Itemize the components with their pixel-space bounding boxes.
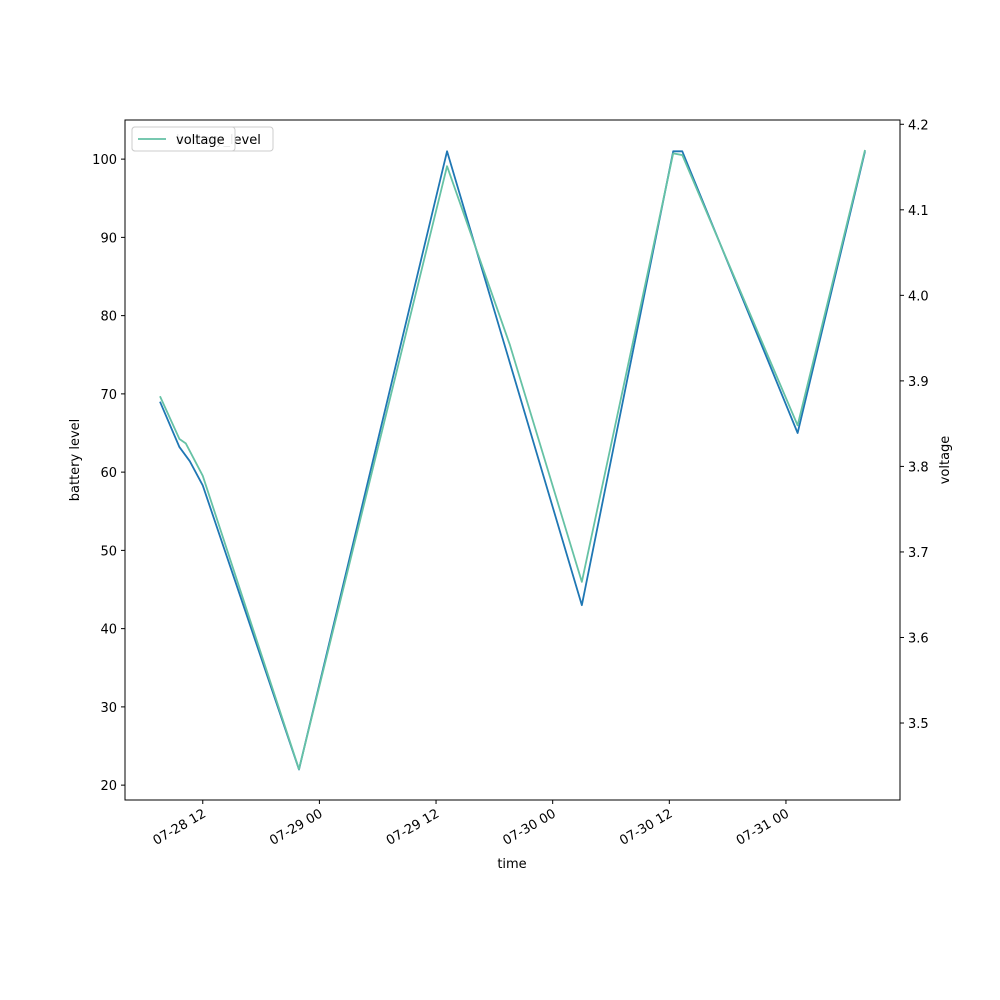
y-tick-label: 70 — [100, 388, 117, 403]
legend-box — [131, 126, 236, 152]
y2-tick-label: 3.6 — [908, 631, 929, 646]
y2-tick-label: 4.0 — [908, 289, 929, 304]
plot-frame — [124, 119, 901, 801]
y-axis-label: battery level — [68, 419, 83, 502]
y2-tick-label: 3.5 — [908, 717, 929, 732]
series-line — [159, 149, 866, 771]
y2-tick-label: 4.2 — [908, 118, 929, 133]
x-axis-label: time — [497, 857, 526, 872]
y-tick-label: 20 — [100, 779, 117, 794]
y2-tick-label: 3.9 — [908, 375, 929, 390]
y-tick-label: 90 — [100, 231, 117, 246]
y-tick-label: 30 — [100, 701, 117, 716]
y-tick-label: 50 — [100, 544, 117, 559]
y2-tick-label: 3.7 — [908, 546, 929, 561]
y2-tick-label: 3.8 — [908, 460, 929, 475]
y-tick-label: 40 — [100, 623, 117, 638]
legend-label: voltage — [176, 133, 225, 148]
y-tick-label: 60 — [100, 466, 117, 481]
y-tick-label: 80 — [100, 310, 117, 325]
y2-axis-label: voltage — [938, 436, 953, 485]
y2-tick-label: 4.1 — [908, 204, 929, 219]
y-tick-label: 100 — [92, 153, 117, 168]
